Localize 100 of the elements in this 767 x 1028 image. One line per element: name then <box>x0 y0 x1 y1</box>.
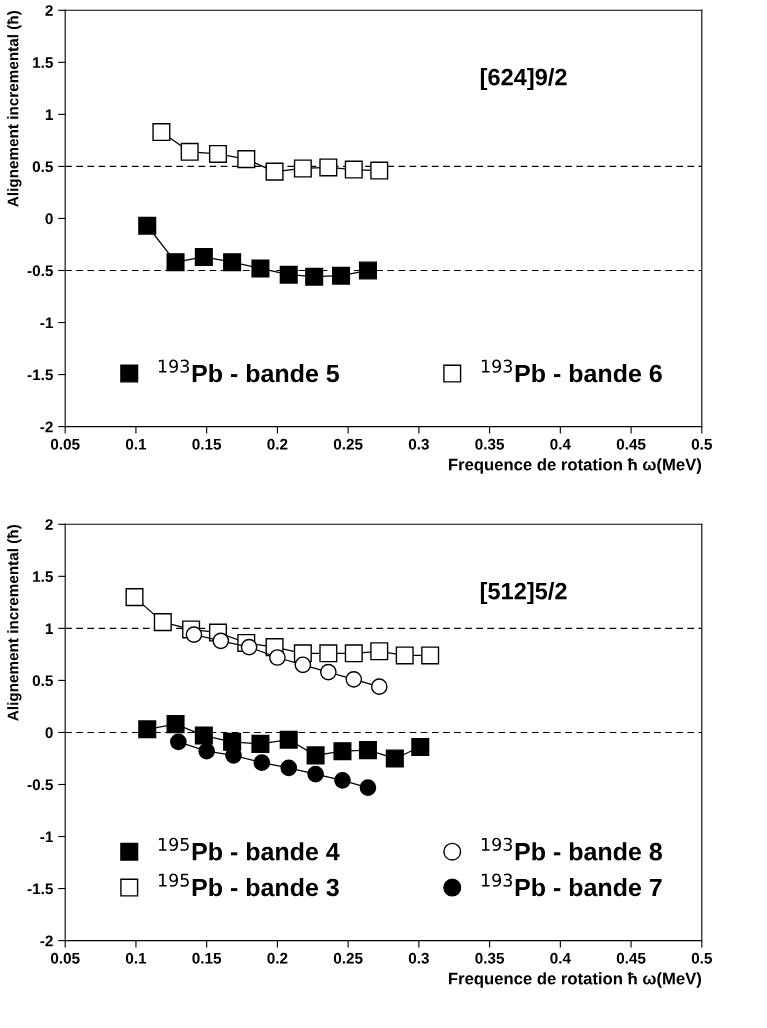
point <box>166 253 185 272</box>
x-tick-label: 0.2 <box>267 952 288 964</box>
x-tick-label: 0.2 <box>267 438 288 450</box>
point <box>370 678 388 695</box>
x-tick-label: 0.25 <box>333 438 363 450</box>
point <box>166 715 185 734</box>
x-tick-label: 0.5 <box>691 438 712 450</box>
point <box>138 216 157 235</box>
point <box>180 142 199 161</box>
point <box>194 247 213 266</box>
point <box>358 261 377 280</box>
point <box>411 737 430 757</box>
point <box>332 266 351 285</box>
y-tick-label: -0.5 <box>27 779 53 791</box>
x-tick-label: 0.5 <box>691 952 712 964</box>
point <box>344 644 363 663</box>
point <box>305 267 324 286</box>
point <box>307 765 324 783</box>
point <box>198 742 215 760</box>
point <box>253 754 271 771</box>
y-tick-label: 0 <box>45 213 53 225</box>
point <box>185 626 203 643</box>
y-tick-label: 1 <box>45 109 53 120</box>
y-tick-label: 1 <box>45 623 53 634</box>
y-tick-label: -1 <box>40 831 53 843</box>
x-tick-label: 0.4 <box>550 952 571 964</box>
point <box>319 663 337 681</box>
point <box>333 742 352 761</box>
y-tick-label: -2 <box>40 421 53 433</box>
point <box>237 150 256 169</box>
point <box>293 159 312 178</box>
y-tick-label: 1.5 <box>33 571 53 583</box>
point <box>370 642 389 661</box>
point <box>153 613 172 632</box>
y-tick-label: 0.5 <box>32 161 53 173</box>
x-tick-label: 0.45 <box>616 438 646 450</box>
y-tick-label: 0.5 <box>32 675 53 687</box>
legend-label: $^{193}$Pb - bande 7 <box>481 873 662 897</box>
y-tick-label: -2 <box>40 935 53 947</box>
legend-label: $^{193}$Pb - bande 8 <box>481 837 662 861</box>
y-tick-label: 0 <box>45 727 53 739</box>
legend-label: $^{195}$Pb - bande 4 <box>158 837 340 861</box>
y-axis-title: Alignement incremental (ħ) <box>7 11 22 207</box>
point <box>344 160 363 179</box>
x-axis-title: Frequence de rotation ħ ω(MeV) <box>449 458 701 474</box>
point <box>251 259 270 278</box>
point <box>319 644 338 663</box>
legend-label: $^{195}$Pb - bande 3 <box>158 873 339 897</box>
y-tick-label: -0.5 <box>27 265 53 277</box>
point <box>240 638 258 656</box>
point <box>385 749 404 768</box>
legend-label: $^{193}$Pb - bande 5 <box>158 359 340 383</box>
point <box>125 588 144 607</box>
point <box>212 632 230 650</box>
point <box>345 671 363 688</box>
x-tick-label: 0.3 <box>408 438 429 450</box>
point <box>421 646 440 665</box>
x-tick-label: 0.4 <box>550 438 571 450</box>
y-tick-label: 2 <box>45 519 53 530</box>
x-tick-label: 0.25 <box>333 952 363 964</box>
point <box>334 771 351 789</box>
point <box>265 162 284 181</box>
point <box>395 646 414 665</box>
point <box>208 144 228 163</box>
point <box>358 741 377 760</box>
y-tick-label: -1.5 <box>27 369 53 381</box>
point <box>194 726 213 745</box>
x-tick-label: 0.15 <box>192 438 222 450</box>
point <box>152 123 171 142</box>
y-tick-label: 2 <box>45 5 53 16</box>
x-tick-label: 0.45 <box>616 952 646 964</box>
point <box>251 734 270 753</box>
y-axis-title: Alignement incremental (ħ) <box>7 525 22 721</box>
point <box>306 746 325 765</box>
y-tick-label: -1.5 <box>27 883 53 895</box>
x-tick-label: 0.1 <box>125 952 147 964</box>
x-tick-label: 0.3 <box>408 952 429 964</box>
point <box>319 158 338 177</box>
point <box>279 265 298 284</box>
y-tick-label: -1 <box>40 317 53 329</box>
annotation: [512]5/2 <box>480 582 567 605</box>
x-tick-label: 0.35 <box>475 438 505 450</box>
point <box>138 720 157 739</box>
point <box>294 656 312 674</box>
x-tick-label: 0.05 <box>50 438 80 450</box>
point <box>170 733 187 751</box>
legend-label: $^{193}$Pb - bande 6 <box>481 359 662 383</box>
point <box>359 779 377 796</box>
x-tick-label: 0.35 <box>475 952 505 964</box>
x-tick-label: 0.1 <box>125 438 147 450</box>
point <box>370 161 389 180</box>
x-tick-label: 0.05 <box>50 952 80 964</box>
point <box>280 759 298 777</box>
point <box>223 253 242 272</box>
point <box>269 649 286 666</box>
x-tick-label: 0.15 <box>192 952 222 964</box>
point <box>279 730 298 749</box>
x-axis-title: Frequence de rotation ħ ω(MeV) <box>449 972 701 988</box>
annotation: [624]9/2 <box>480 68 567 91</box>
y-tick-label: 1.5 <box>33 57 53 69</box>
